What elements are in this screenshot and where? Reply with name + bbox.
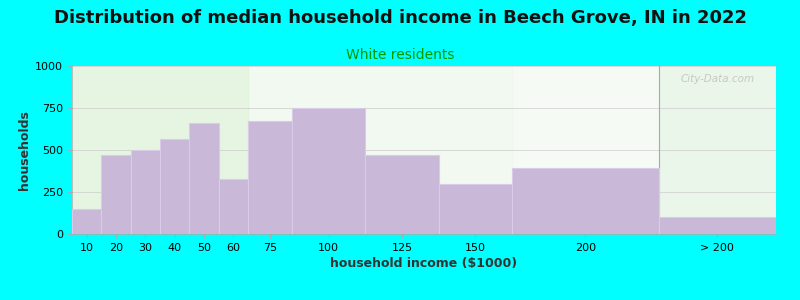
Bar	[102, 155, 130, 234]
Bar	[130, 150, 160, 234]
Bar	[658, 217, 776, 234]
Bar	[160, 139, 190, 234]
Bar	[248, 66, 512, 234]
Bar	[292, 108, 366, 234]
Bar	[512, 169, 658, 234]
Bar	[248, 122, 292, 234]
Bar	[72, 66, 248, 234]
Text: Distribution of median household income in Beech Grove, IN in 2022: Distribution of median household income …	[54, 9, 746, 27]
Bar	[218, 178, 248, 234]
Bar	[366, 155, 438, 234]
Bar	[72, 209, 102, 234]
Y-axis label: households: households	[18, 110, 31, 190]
Bar	[438, 184, 512, 234]
Bar	[658, 66, 776, 234]
Text: City-Data.com: City-Data.com	[681, 74, 755, 84]
X-axis label: household income ($1000): household income ($1000)	[330, 257, 518, 270]
Bar	[190, 123, 218, 234]
Text: White residents: White residents	[346, 48, 454, 62]
